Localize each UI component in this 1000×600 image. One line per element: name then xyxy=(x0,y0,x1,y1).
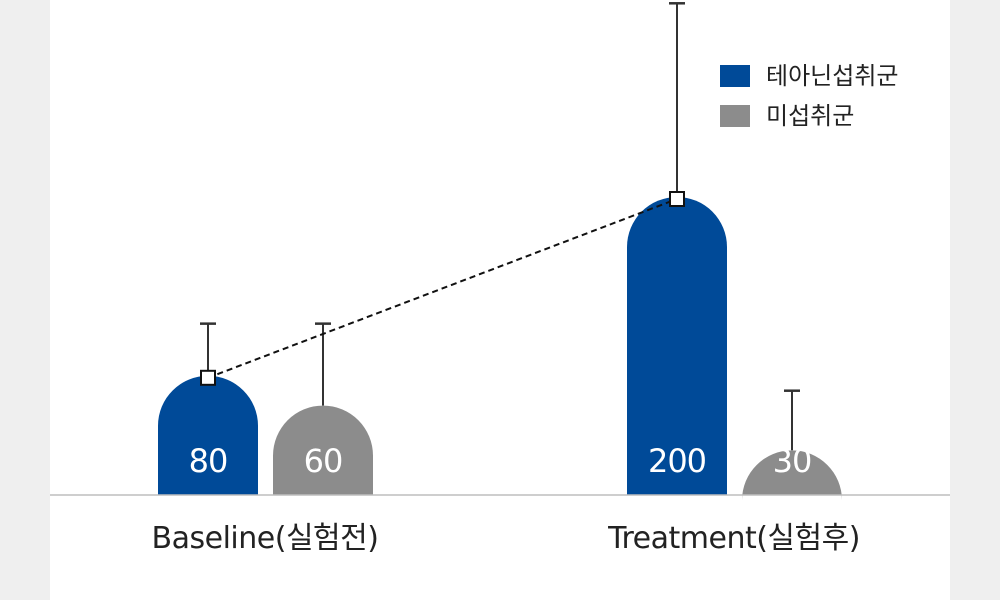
x-tick-label: Baseline(실험전) xyxy=(152,521,379,556)
x-tick-label: Treatment(실험후) xyxy=(607,521,860,556)
chart-panel: 80 60 200 30 Baseline(실험전) Treatment(실험후) 테아닌섭… xyxy=(50,0,950,600)
legend-label: 테아닌섭취군 xyxy=(766,62,898,90)
data-label: 80 xyxy=(189,442,228,480)
legend-swatch xyxy=(720,105,750,127)
error-bar xyxy=(200,322,216,376)
error-bar xyxy=(315,322,331,406)
bar xyxy=(742,450,842,501)
bar xyxy=(273,405,373,495)
data-label: 200 xyxy=(648,442,706,480)
data-label: 30 xyxy=(773,442,812,480)
bar xyxy=(627,197,727,495)
trend-line xyxy=(207,198,678,379)
error-bar xyxy=(784,389,800,451)
trend-marker xyxy=(669,191,685,207)
bar xyxy=(158,375,258,495)
chart-svg: 80 60 200 30 Baseline(실험전) Treatment(실험후) 테아닌섭… xyxy=(50,2,950,556)
trend-marker xyxy=(200,369,216,386)
legend-label: 미섭취군 xyxy=(766,102,854,130)
data-label: 60 xyxy=(304,442,343,480)
legend-swatch xyxy=(720,65,750,87)
error-bar xyxy=(669,2,685,197)
